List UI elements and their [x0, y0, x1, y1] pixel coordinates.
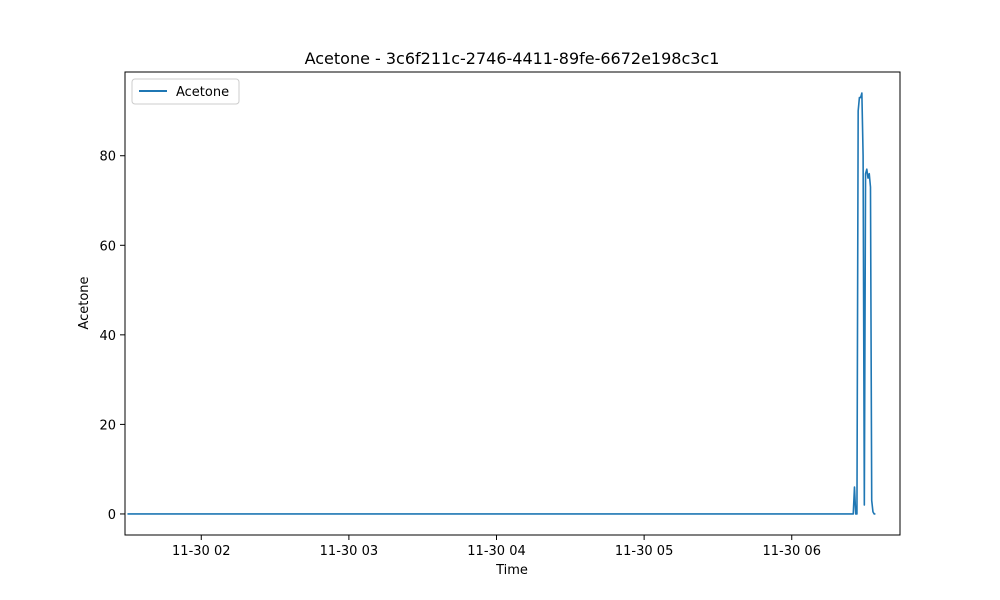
x-tick-label: 11-30 04 [467, 544, 525, 559]
axes-frame [124, 71, 901, 536]
legend-box [131, 78, 240, 105]
series-line-acetone [127, 92, 876, 515]
x-tick-label: 11-30 02 [172, 544, 230, 559]
y-tick-label: 60 [99, 239, 116, 254]
chart-title: Acetone - 3c6f211c-2746-4411-89fe-6672e1… [305, 49, 720, 68]
y-axis-ticks: 0 20 40 60 80 [99, 150, 125, 523]
plot-area [127, 92, 876, 515]
x-tick-label: 11-30 06 [763, 544, 821, 559]
y-axis-title: Acetone [77, 276, 92, 329]
x-tick-label: 11-30 03 [320, 544, 378, 559]
legend: Acetone [131, 78, 240, 105]
legend-label-acetone: Acetone [176, 85, 229, 100]
y-tick-label: 0 [108, 508, 116, 523]
y-tick-label: 40 [99, 329, 116, 344]
y-tick-label: 20 [99, 418, 116, 433]
y-tick-label: 80 [99, 150, 116, 165]
x-axis-ticks: 11-30 02 11-30 03 11-30 04 11-30 05 11-30 06 [172, 535, 821, 559]
x-tick-label: 11-30 05 [615, 544, 673, 559]
x-axis-title: Time [495, 563, 528, 578]
